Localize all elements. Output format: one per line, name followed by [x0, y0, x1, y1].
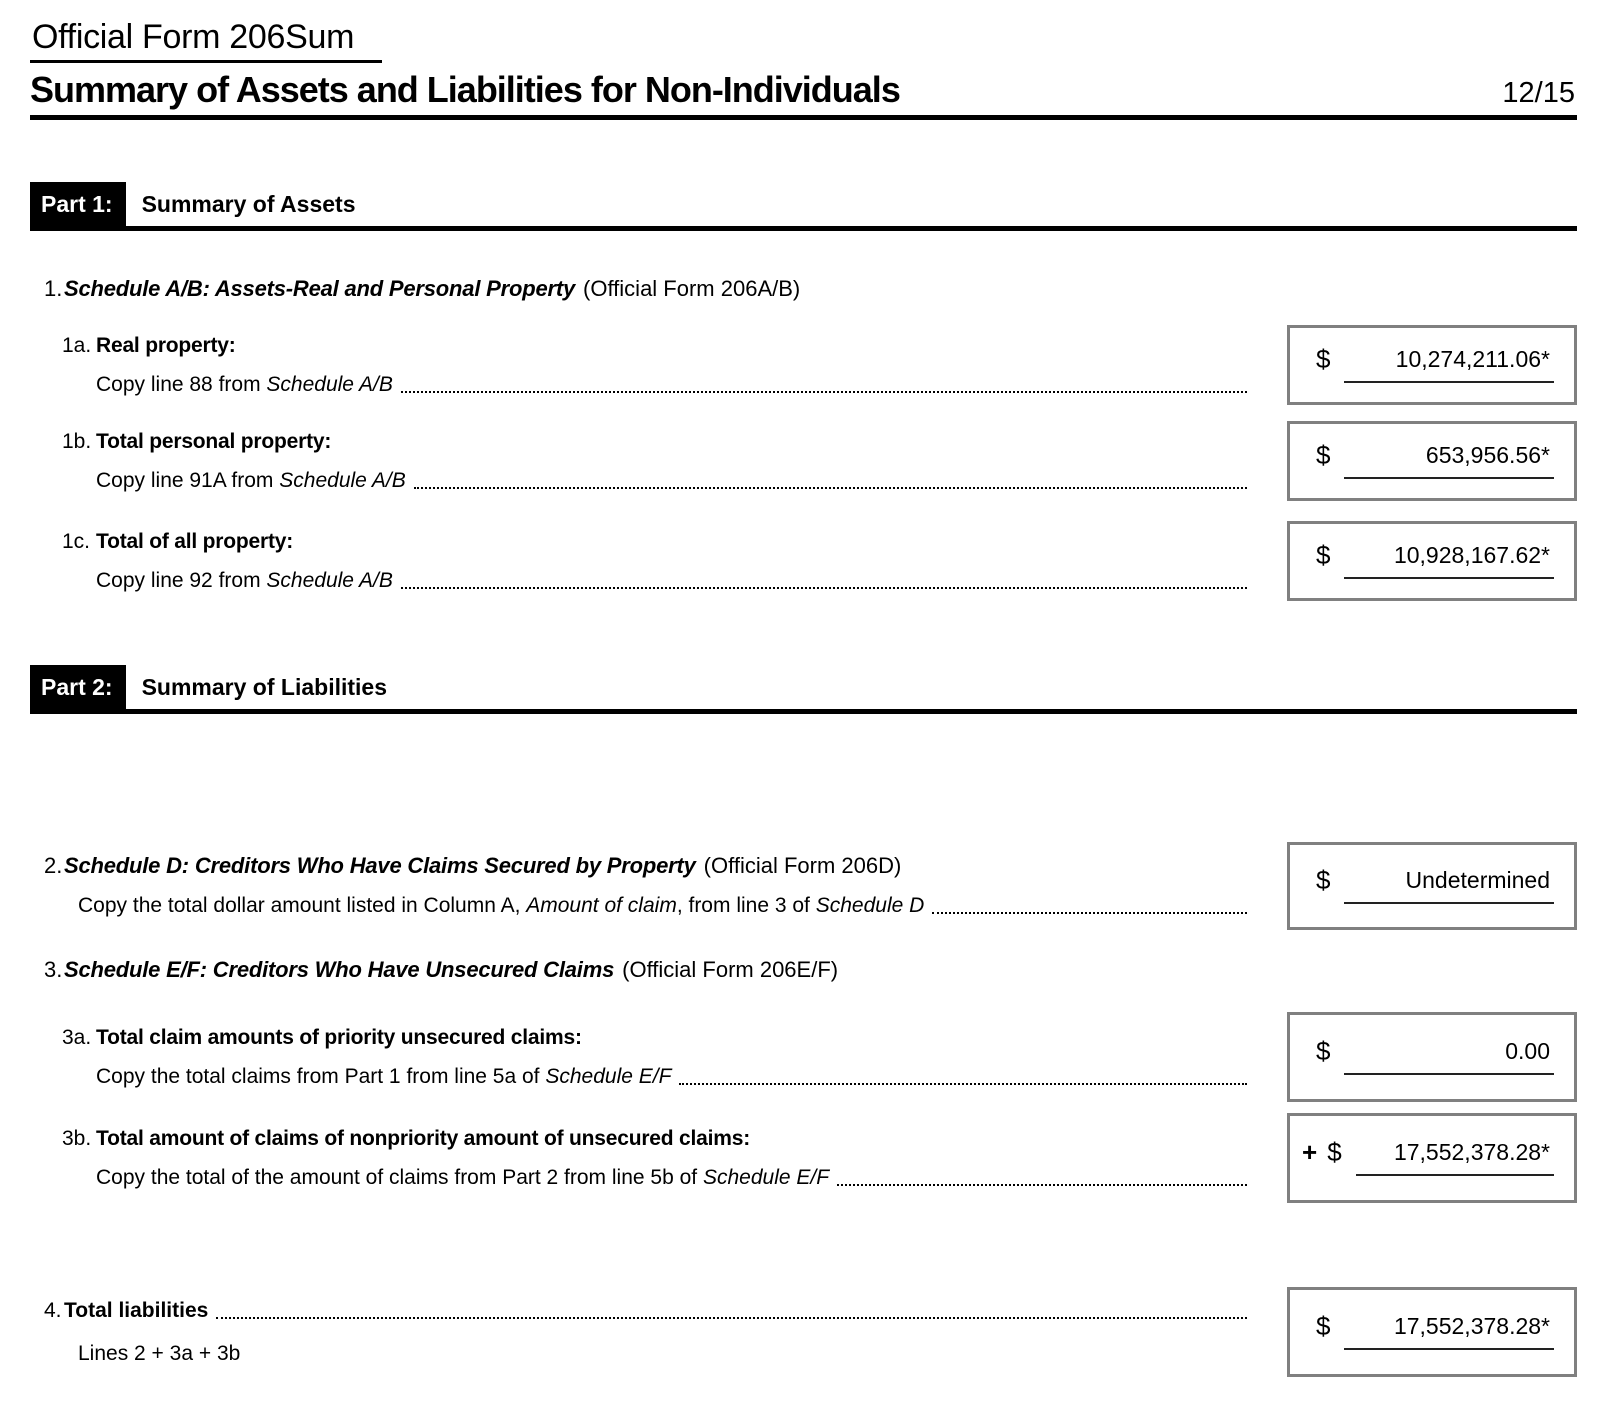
row-3b-copy-line: Copy the total of the amount of claims f… [62, 1164, 1247, 1191]
amount-value-1b: 653,956.56* [1344, 442, 1554, 479]
item3-name: Schedule E/F: Creditors Who Have Unsecur… [64, 956, 615, 982]
item2-name: Schedule D: Creditors Who Have Claims Se… [64, 853, 696, 878]
item4-label: Total liabilities [64, 1298, 209, 1322]
row-1c-copy-line: Copy line 92 from Schedule A/B [62, 567, 1247, 594]
amount-of-claim-ref: Amount of claim [526, 894, 677, 917]
dotted-leader [837, 1183, 1247, 1186]
row-4-label-line: 4. Total liabilities [30, 1297, 1247, 1324]
row-1c-number: 1c. [62, 529, 91, 553]
amount-box-3b: + $ 17,552,378.28* [1287, 1112, 1577, 1203]
row-1a-text: 1a. Real property: Copy line 88 from Sche… [62, 332, 1287, 398]
item2-form-ref: (Official Form 206D) [703, 853, 902, 878]
item3-heading: 3. Schedule E/F: Creditors Who Have Unsec… [30, 956, 1577, 984]
amount-box-2: $ Undetermined [1287, 841, 1577, 930]
row-3a-text: 3a. Total claim amounts of priority unsec… [62, 1024, 1287, 1090]
row-1a-copy-line: Copy line 88 from Schedule A/B [62, 371, 1247, 398]
item3-form-ref: (Official Form 206E/F) [622, 956, 839, 982]
amount-box-1c: $ 10,928,167.62* [1287, 520, 1577, 601]
row-3a-number: 3a. [62, 1025, 92, 1049]
row-1a: 1a. Real property: Copy line 88 from Sche… [30, 324, 1577, 405]
dotted-leader [400, 390, 1247, 393]
row-2-text: 2. Schedule D: Creditors Who Have Claims … [30, 852, 1287, 919]
schedule-ref: Schedule A/B [266, 568, 393, 592]
schedule-ref: Schedule D [815, 894, 925, 917]
row-1b: 1b. Total personal property: Copy line 91… [30, 420, 1577, 501]
row-3b-label: 3b. Total amount of claims of nonpriority… [62, 1126, 751, 1150]
form-version: 12/15 [1502, 76, 1575, 109]
schedule-ref: Schedule E/F [545, 1064, 672, 1088]
schedule-ref: Schedule A/B [279, 468, 406, 492]
row-1b-text: 1b. Total personal property: Copy line 91… [62, 428, 1287, 494]
dollar-sign: $ [1316, 1036, 1331, 1066]
item2-number: 2. [44, 853, 63, 878]
schedule-ref: Schedule A/B [266, 372, 393, 396]
form-title-row: Summary of Assets and Liabilities for No… [30, 63, 1577, 120]
item1-form-ref: (Official Form 206A/B) [583, 275, 801, 301]
amount-value-4: 17,552,378.28* [1344, 1313, 1554, 1350]
row-4: 4. Total liabilities Lines 2 + 3a + 3b $ … [30, 1286, 1577, 1377]
schedule-ref: Schedule E/F [702, 1165, 830, 1189]
row-1b-label: 1b. Total personal property: [62, 429, 332, 453]
row-3a-copy-line: Copy the total claims from Part 1 from l… [62, 1063, 1247, 1090]
part2-label: Part 2: [30, 664, 126, 709]
row-1b-number: 1b. [62, 429, 92, 453]
amount-value-3a: 0.00 [1344, 1038, 1554, 1075]
dollar-sign: $ [1316, 344, 1331, 374]
row-1a-number: 1a. [62, 333, 92, 357]
part2-title: Summary of Liabilities [141, 673, 387, 700]
amount-value-1c: 10,928,167.62* [1344, 542, 1554, 579]
row-2: 2. Schedule D: Creditors Who Have Claims … [30, 841, 1577, 930]
amount-box-1b: $ 653,956.56* [1287, 420, 1577, 501]
form-title: Summary of Assets and Liabilities for No… [30, 68, 901, 110]
item1-number: 1. [44, 275, 63, 301]
dollar-sign: $ [1327, 1137, 1342, 1167]
item3-number: 3. [44, 956, 63, 982]
form-number: Official Form 206Sum [30, 16, 383, 63]
dollar-sign: $ [1316, 540, 1331, 570]
row-3b-text: 3b. Total amount of claims of nonpriority… [62, 1125, 1287, 1191]
item4-sub-label: Lines 2 + 3a + 3b [78, 1341, 241, 1365]
amount-value-1a: 10,274,211.06* [1344, 346, 1554, 383]
row-1c: 1c. Total of all property: Copy line 92 f… [30, 520, 1577, 601]
row-2-copy-line: Copy the total dollar amount listed in C… [30, 892, 1247, 919]
row-3a: 3a. Total claim amounts of priority unsec… [30, 1011, 1577, 1102]
part1-bar: Part 1: Summary of Assets [30, 181, 1577, 231]
dotted-leader [216, 1316, 1247, 1319]
dollar-sign: $ [1316, 865, 1331, 895]
dotted-leader [413, 486, 1247, 489]
row-1a-label: 1a. Real property: [62, 333, 236, 357]
part1-label: Part 1: [30, 181, 126, 226]
dotted-leader [400, 586, 1247, 589]
dotted-leader [932, 912, 1247, 914]
dollar-sign: $ [1316, 1311, 1331, 1341]
amount-value-2: Undetermined [1344, 867, 1554, 904]
part2-bar: Part 2: Summary of Liabilities [30, 664, 1577, 714]
item2-heading: 2. Schedule D: Creditors Who Have Claims … [30, 852, 1247, 880]
item4-number: 4. [44, 1298, 62, 1322]
amount-box-4: $ 17,552,378.28* [1287, 1286, 1577, 1377]
row-1c-label: 1c. Total of all property: [62, 529, 294, 553]
amount-box-1a: $ 10,274,211.06* [1287, 324, 1577, 405]
part1-title: Summary of Assets [141, 190, 356, 217]
item1-name: Schedule A/B: Assets-Real and Personal P… [64, 275, 576, 301]
dollar-sign: $ [1316, 440, 1331, 470]
row-4-text: 4. Total liabilities Lines 2 + 3a + 3b [30, 1297, 1287, 1367]
amount-value-3b: 17,552,378.28* [1355, 1139, 1554, 1176]
amount-box-3a: $ 0.00 [1287, 1011, 1577, 1102]
row-3b: 3b. Total amount of claims of nonpriority… [30, 1112, 1577, 1203]
dotted-leader [679, 1082, 1247, 1085]
row-3b-number: 3b. [62, 1126, 92, 1150]
item1-heading: 1. Schedule A/B: Assets-Real and Personal… [30, 275, 1577, 303]
row-3a-label: 3a. Total claim amounts of priority unsec… [62, 1025, 582, 1049]
plus-sign: + [1302, 1137, 1318, 1167]
row-1b-copy-line: Copy line 91A from Schedule A/B [62, 467, 1247, 494]
row-1c-text: 1c. Total of all property: Copy line 92 f… [62, 528, 1287, 594]
